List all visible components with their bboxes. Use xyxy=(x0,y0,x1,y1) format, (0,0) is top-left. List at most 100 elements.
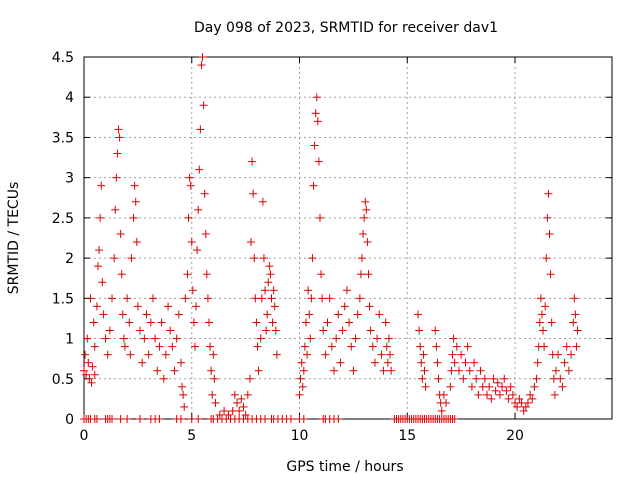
y-tick-label: 4.5 xyxy=(52,50,74,66)
data-point xyxy=(146,318,155,327)
data-point xyxy=(120,342,129,351)
data-point xyxy=(296,374,305,383)
data-point xyxy=(513,402,522,411)
data-point xyxy=(119,334,128,343)
data-point xyxy=(338,326,347,335)
data-point xyxy=(370,358,379,367)
data-point xyxy=(487,394,496,403)
data-point xyxy=(113,149,122,158)
data-point xyxy=(336,358,345,367)
data-point xyxy=(419,350,428,359)
data-point xyxy=(533,358,542,367)
data-point xyxy=(421,382,430,391)
data-point xyxy=(286,415,295,423)
data-point xyxy=(88,362,97,371)
data-point xyxy=(204,318,213,327)
data-point xyxy=(95,246,104,255)
data-point xyxy=(321,350,330,359)
data-point xyxy=(257,294,266,303)
data-point xyxy=(126,350,135,359)
data-point xyxy=(81,350,90,359)
data-point xyxy=(123,415,132,423)
data-point xyxy=(375,310,384,319)
data-point xyxy=(530,382,539,391)
data-point xyxy=(215,410,224,419)
data-point xyxy=(131,197,140,206)
data-point xyxy=(129,213,138,222)
data-point xyxy=(192,302,201,311)
data-point xyxy=(433,358,442,367)
data-point xyxy=(564,366,573,375)
axis-ticks: 0 0.5 1 1.5 2 2.5 3 3.5 4 4.5 0 5 10 15 20 xyxy=(52,50,612,444)
data-point xyxy=(528,394,537,403)
data-point xyxy=(103,350,112,359)
data-point xyxy=(353,310,362,319)
data-point xyxy=(108,294,117,303)
data-point xyxy=(498,382,507,391)
data-point xyxy=(235,406,244,415)
data-point xyxy=(190,342,199,351)
data-point xyxy=(329,366,338,375)
data-point xyxy=(539,326,548,335)
data-point xyxy=(138,358,147,367)
data-point xyxy=(189,318,198,327)
data-point xyxy=(467,382,476,391)
data-point xyxy=(521,402,530,411)
plot-frame xyxy=(83,56,613,420)
data-point xyxy=(87,378,96,387)
data-point xyxy=(362,205,371,214)
data-point xyxy=(83,334,92,343)
data-point xyxy=(327,342,336,351)
data-point xyxy=(415,326,424,335)
data-point xyxy=(155,342,164,351)
data-point xyxy=(170,366,179,375)
data-point xyxy=(313,117,322,126)
x-tick-label: 10 xyxy=(291,428,309,444)
data-point xyxy=(387,366,396,375)
data-point xyxy=(256,334,265,343)
data-point xyxy=(181,294,190,303)
data-point xyxy=(299,415,308,423)
data-point xyxy=(159,374,168,383)
data-point xyxy=(140,334,149,343)
data-point xyxy=(495,390,504,399)
data-point xyxy=(307,294,316,303)
data-point xyxy=(155,415,164,423)
data-point xyxy=(254,366,263,375)
data-point xyxy=(208,390,217,399)
data-point xyxy=(384,334,393,343)
data-point xyxy=(267,294,276,303)
data-point xyxy=(114,125,123,134)
y-tick-label: 1 xyxy=(65,332,74,348)
data-point xyxy=(151,334,160,343)
data-point xyxy=(299,366,308,375)
data-point xyxy=(118,310,127,319)
x-tick-label: 0 xyxy=(80,428,89,444)
data-point xyxy=(261,286,270,295)
data-point xyxy=(94,262,103,271)
data-point xyxy=(457,350,466,359)
x-tick-label: 20 xyxy=(506,428,524,444)
data-point xyxy=(85,374,94,383)
data-point xyxy=(311,109,320,118)
data-point xyxy=(314,157,323,166)
data-point xyxy=(544,189,553,198)
data-point xyxy=(184,213,193,222)
data-point xyxy=(416,342,425,351)
data-point xyxy=(245,374,254,383)
data-point xyxy=(418,374,427,383)
data-point xyxy=(483,390,492,399)
data-point xyxy=(197,61,206,70)
data-point xyxy=(554,350,563,359)
data-point xyxy=(463,342,472,351)
data-point xyxy=(201,229,210,238)
data-point xyxy=(161,350,170,359)
data-point xyxy=(125,318,134,327)
data-point xyxy=(168,342,177,351)
data-point xyxy=(90,342,99,351)
data-point xyxy=(127,254,136,263)
data-point xyxy=(345,318,354,327)
data-point xyxy=(541,302,550,311)
data-point xyxy=(271,326,280,335)
data-point xyxy=(252,318,261,327)
